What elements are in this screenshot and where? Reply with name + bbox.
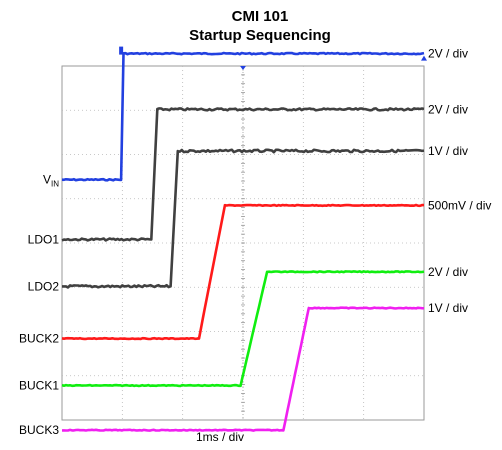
channel-label-main: BUCK3 xyxy=(19,423,59,437)
channel-label-buck1: BUCK1 xyxy=(19,378,59,392)
trace-buck3 xyxy=(62,306,425,432)
trace-ldo2 xyxy=(62,148,425,289)
channel-label-main: BUCK1 xyxy=(19,378,59,392)
chart-title-line2: Startup Sequencing xyxy=(189,27,331,44)
scale-label-buck2: 500mV / div xyxy=(428,198,491,212)
scale-label-buck3: 1V / div xyxy=(428,301,468,315)
trace-buck2 xyxy=(61,203,424,341)
channel-label-main: LDO2 xyxy=(28,279,60,293)
channel-label-v-in: VIN xyxy=(43,173,59,189)
channel-label-buck2: BUCK2 xyxy=(19,332,59,346)
scale-label-ldo1: 2V / div xyxy=(428,102,468,116)
chart-title: CMI 101 Startup Sequencing xyxy=(140,7,380,45)
scale-label-ldo2: 1V / div xyxy=(428,144,468,158)
x-scale-label: 1ms / div xyxy=(196,430,245,444)
markers xyxy=(119,46,427,70)
trace-v-in xyxy=(61,51,425,182)
trace-buck1 xyxy=(61,270,425,388)
channel-label-ldo2: LDO2 xyxy=(28,279,60,293)
scale-label-buck1: 2V / div xyxy=(428,265,468,279)
channel-label-main: BUCK2 xyxy=(19,332,59,346)
time-reference-marker xyxy=(240,66,246,70)
channel-label-main: LDO1 xyxy=(28,232,60,246)
channel-label-main: V xyxy=(43,173,51,187)
grid xyxy=(61,65,425,421)
level-marker xyxy=(421,55,427,61)
chart-title-line1: CMI 101 xyxy=(231,8,289,25)
trace-ldo1 xyxy=(61,107,425,242)
traces xyxy=(61,51,425,432)
labels: VIN 2V / div LDO1 2V / div LDO2 1V / div BUCK2… xyxy=(19,47,491,438)
trigger-marker xyxy=(119,46,124,55)
channel-label-buck3: BUCK3 xyxy=(19,423,59,437)
channel-label-ldo1: LDO1 xyxy=(28,232,60,246)
scale-label-v-in: 2V / div xyxy=(428,47,468,61)
channel-label-sub: IN xyxy=(51,180,59,189)
